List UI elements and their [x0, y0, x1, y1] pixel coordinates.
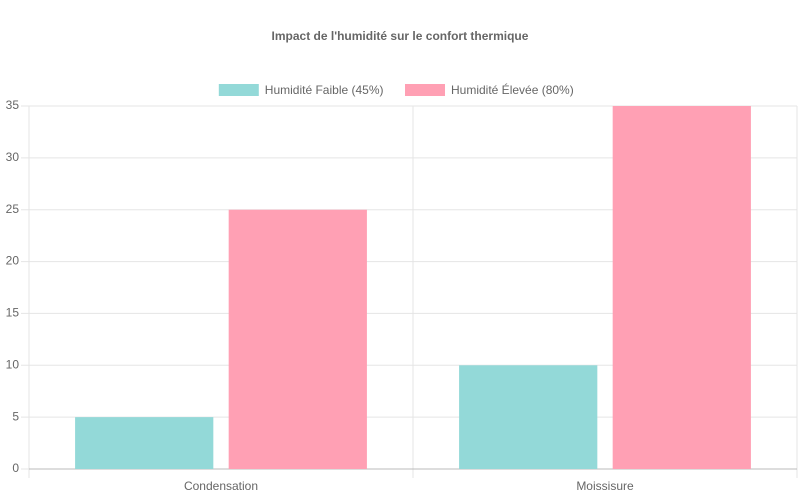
y-tick-label: 25 — [6, 202, 20, 216]
bar — [612, 106, 751, 469]
legend-label: Humidité Faible (45%) — [265, 83, 384, 97]
y-tick-label: 15 — [6, 306, 20, 320]
legend-swatch — [405, 84, 445, 96]
chart-title: Impact de l'humidité sur le confort ther… — [272, 29, 529, 43]
y-tick-label: 0 — [12, 461, 19, 475]
legend-label: Humidité Élevée (80%) — [451, 82, 574, 97]
y-tick-label: 20 — [6, 254, 20, 268]
y-tick-label: 5 — [12, 409, 19, 423]
y-tick-label: 30 — [6, 150, 20, 164]
x-tick-label: Moissisure — [576, 479, 634, 493]
legend-swatch — [218, 84, 259, 96]
y-tick-label: 35 — [6, 98, 20, 112]
y-tick-label: 10 — [6, 357, 20, 371]
bar — [459, 365, 598, 469]
x-tick-label: Condensation — [184, 479, 258, 493]
bar — [228, 209, 367, 469]
bar — [75, 417, 214, 469]
